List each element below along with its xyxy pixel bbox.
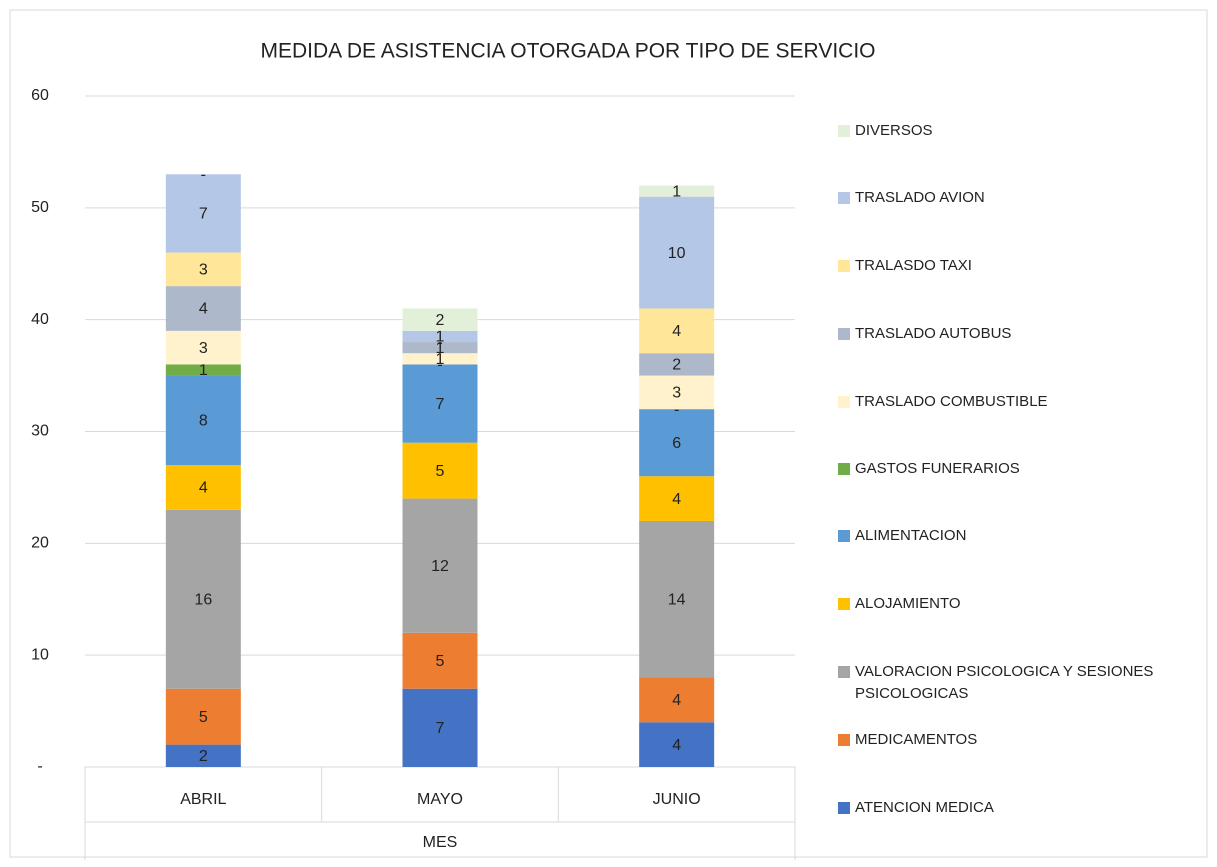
legend-swatch bbox=[838, 530, 850, 542]
bar-segment bbox=[402, 498, 478, 633]
data-label: 4 bbox=[672, 692, 681, 709]
data-label: 1 bbox=[436, 329, 445, 346]
legend-swatch bbox=[838, 396, 850, 408]
bar-segment bbox=[639, 520, 715, 678]
bar-segment bbox=[402, 308, 478, 331]
data-label: 3 bbox=[199, 340, 208, 357]
legend-label: ALOJAMIENTO bbox=[855, 595, 961, 612]
legend-label: VALORACION PSICOLOGICA Y SESIONES PSICOL… bbox=[855, 663, 1154, 702]
bar-segment bbox=[402, 364, 478, 443]
data-label: - bbox=[201, 167, 206, 184]
bar-segment bbox=[165, 364, 241, 376]
data-label: - bbox=[674, 401, 679, 418]
legend-swatch bbox=[838, 260, 850, 272]
bar-segment bbox=[639, 476, 715, 521]
data-label: - bbox=[437, 357, 442, 374]
data-label: 4 bbox=[672, 491, 681, 508]
bar-segment bbox=[639, 196, 715, 309]
data-label: 16 bbox=[194, 591, 212, 608]
legend-swatch bbox=[838, 666, 850, 678]
bar-segment bbox=[639, 409, 715, 477]
bar-segment bbox=[402, 688, 478, 767]
bar-segment bbox=[165, 465, 241, 510]
data-label: 4 bbox=[199, 301, 208, 318]
bar-segment bbox=[165, 174, 241, 253]
data-label: 1 bbox=[436, 340, 445, 357]
data-label: 2 bbox=[436, 312, 445, 329]
data-label: - bbox=[437, 334, 442, 351]
data-label: 5 bbox=[436, 653, 445, 670]
bar-segment bbox=[639, 308, 715, 354]
legend-label: ALIMENTACION bbox=[855, 527, 967, 544]
y-tick-label: 60 bbox=[31, 87, 49, 104]
bar-segment bbox=[402, 353, 478, 365]
data-label: 2 bbox=[199, 748, 208, 765]
data-label: 5 bbox=[199, 709, 208, 726]
y-tick-label: 50 bbox=[31, 199, 49, 216]
x-axis-label: MES bbox=[423, 834, 458, 851]
bar-segment bbox=[639, 677, 715, 723]
bar-segment bbox=[402, 342, 478, 354]
bar-segment bbox=[165, 252, 241, 287]
legend-swatch bbox=[838, 598, 850, 610]
legend-swatch bbox=[838, 125, 850, 137]
data-label: 3 bbox=[199, 262, 208, 279]
y-tick-label: 30 bbox=[31, 423, 49, 440]
x-tick-label: ABRIL bbox=[180, 791, 226, 808]
data-label: 1 bbox=[199, 362, 208, 379]
bar-segment bbox=[402, 442, 478, 499]
legend-label: TRASLADO COMBUSTIBLE bbox=[855, 393, 1048, 410]
bar-segment bbox=[165, 688, 241, 745]
legend-label: ATENCION MEDICA bbox=[855, 799, 994, 816]
y-tick-label: 40 bbox=[31, 311, 49, 328]
y-tick-label: - bbox=[37, 758, 42, 775]
bar-segment bbox=[165, 744, 241, 767]
bar-segment bbox=[402, 330, 478, 343]
data-label: 12 bbox=[431, 558, 449, 575]
data-label: 7 bbox=[199, 206, 208, 223]
data-label: 7 bbox=[436, 720, 445, 737]
legend-swatch bbox=[838, 802, 850, 814]
data-label: 14 bbox=[668, 591, 686, 608]
data-label: 4 bbox=[672, 737, 681, 754]
bar-segment bbox=[165, 375, 241, 466]
data-label: 4 bbox=[199, 480, 208, 497]
bar-segment bbox=[639, 353, 715, 376]
data-label: 3 bbox=[672, 385, 681, 402]
y-tick-label: 20 bbox=[31, 535, 49, 552]
legend-swatch bbox=[838, 192, 850, 204]
legend-label: TRASLADO AVION bbox=[855, 189, 985, 206]
legend-label: TRALASDO TAXI bbox=[855, 257, 972, 274]
bar-segment bbox=[402, 632, 478, 689]
frame bbox=[9, 9, 1208, 858]
x-tick-label: MAYO bbox=[417, 791, 463, 808]
chart-title: MEDIDA DE ASISTENCIA OTORGADA POR TIPO D… bbox=[261, 40, 876, 63]
legend-swatch bbox=[838, 463, 850, 475]
legend-swatch bbox=[838, 328, 850, 340]
bar-segment bbox=[639, 722, 715, 767]
data-label: 8 bbox=[199, 413, 208, 430]
data-label: 1 bbox=[436, 351, 445, 368]
data-label: 6 bbox=[672, 435, 681, 452]
x-tick-label: JUNIO bbox=[653, 791, 701, 808]
legend-swatch bbox=[838, 734, 850, 746]
data-label: 2 bbox=[672, 357, 681, 374]
bar-segment bbox=[165, 286, 241, 331]
bar-segment bbox=[639, 185, 715, 197]
bar-segment bbox=[165, 330, 241, 365]
legend-label: MEDICAMENTOS bbox=[855, 731, 978, 748]
data-label: 1 bbox=[672, 183, 681, 200]
bar-segment bbox=[165, 509, 241, 689]
y-tick-label: 10 bbox=[31, 646, 49, 663]
data-label: 7 bbox=[436, 396, 445, 413]
legend-label: TRASLADO AUTOBUS bbox=[855, 325, 1012, 342]
bar-segment bbox=[639, 375, 715, 410]
data-label: 10 bbox=[668, 245, 686, 262]
legend-label: GASTOS FUNERARIOS bbox=[855, 460, 1020, 477]
data-label: 4 bbox=[672, 323, 681, 340]
data-label: 5 bbox=[436, 463, 445, 480]
legend-label: DIVERSOS bbox=[855, 122, 933, 139]
